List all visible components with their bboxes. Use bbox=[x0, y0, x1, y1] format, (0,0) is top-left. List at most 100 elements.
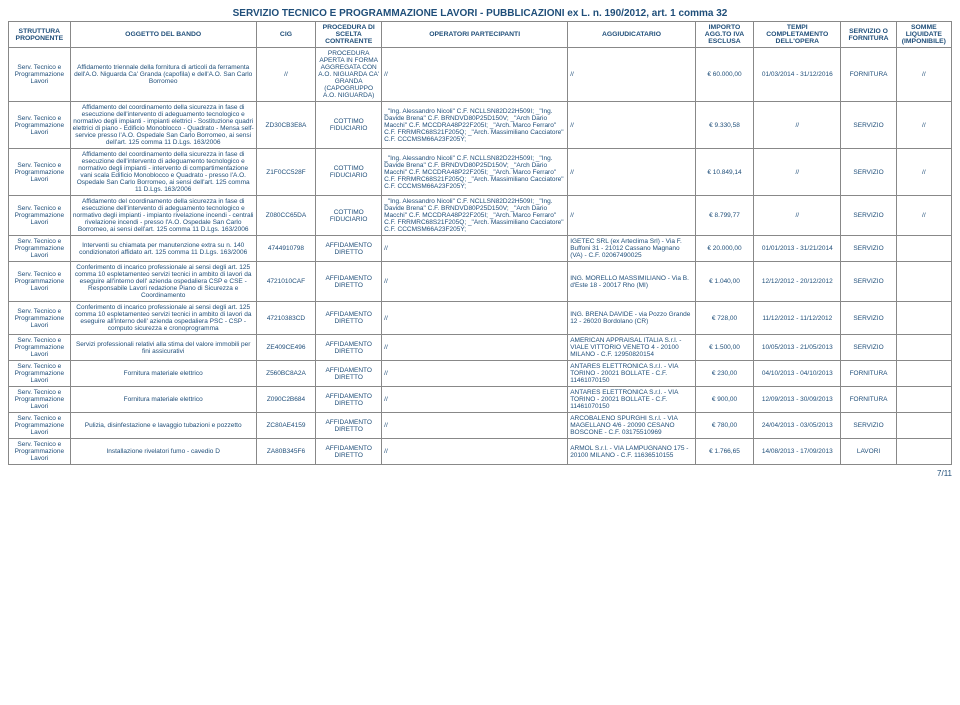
cell-cig: 4744910798 bbox=[256, 236, 316, 262]
cell-somme bbox=[896, 413, 951, 439]
cell-agg: AMERICAN APPRAISAL ITALIA S.r.l. - VIALE… bbox=[568, 335, 696, 361]
cell-agg: // bbox=[568, 102, 696, 149]
cell-proc: COTTIMO FIDUCIARIO bbox=[316, 102, 382, 149]
table-row: Serv. Tecnico e Programmazione LavoriAff… bbox=[9, 149, 952, 196]
cell-tempi: 14/08/2013 - 17/09/2013 bbox=[754, 439, 841, 465]
th-somme: SOMME LIQUIDATE (IMPONIBILE) bbox=[896, 22, 951, 48]
cell-struttura: Serv. Tecnico e Programmazione Lavori bbox=[9, 439, 71, 465]
cell-oggetto: Pulizia, disinfestazione e lavaggio tuba… bbox=[70, 413, 256, 439]
cell-proc: AFFIDAMENTO DIRETTO bbox=[316, 236, 382, 262]
cell-importo: € 728,00 bbox=[695, 302, 753, 335]
cell-servizio: SERVIZIO bbox=[841, 413, 896, 439]
cell-oggetto: Affidamento del coordinamento della sicu… bbox=[70, 196, 256, 236]
cell-somme: // bbox=[896, 149, 951, 196]
th-tempi: TEMPI COMPLETAMENTO DELL'OPERA bbox=[754, 22, 841, 48]
cell-importo: € 8.799,77 bbox=[695, 196, 753, 236]
cell-oggetto: Conferimento di incarico professionale a… bbox=[70, 262, 256, 302]
data-table: STRUTTURA PROPONENTE OGGETTO DEL BANDO C… bbox=[8, 21, 952, 465]
cell-cig: Z560BC8A2A bbox=[256, 361, 316, 387]
th-servizio: SERVIZIO O FORNITURA bbox=[841, 22, 896, 48]
cell-tempi: // bbox=[754, 149, 841, 196]
cell-struttura: Serv. Tecnico e Programmazione Lavori bbox=[9, 48, 71, 102]
cell-somme bbox=[896, 262, 951, 302]
cell-proc: COTTIMO FIDUCIARIO bbox=[316, 196, 382, 236]
cell-tempi: 01/01/2013 - 31/21/2014 bbox=[754, 236, 841, 262]
th-agg: AGGIUDICATARIO bbox=[568, 22, 696, 48]
cell-agg: ARMOL S.r.l. - VIA LAMPUGNANO 175 - 2010… bbox=[568, 439, 696, 465]
cell-oggetto: Conferimento di incarico professionale a… bbox=[70, 302, 256, 335]
cell-cig: Z1F0CC528F bbox=[256, 149, 316, 196]
cell-cig: ZD30CB3E8A bbox=[256, 102, 316, 149]
cell-cig: Z090C2B684 bbox=[256, 387, 316, 413]
cell-somme bbox=[896, 361, 951, 387]
cell-somme bbox=[896, 335, 951, 361]
cell-servizio: LAVORI bbox=[841, 439, 896, 465]
cell-importo: € 60.000,00 bbox=[695, 48, 753, 102]
cell-proc: PROCEDURA APERTA IN FORMA AGGREGATA CON … bbox=[316, 48, 382, 102]
cell-struttura: Serv. Tecnico e Programmazione Lavori bbox=[9, 302, 71, 335]
cell-servizio: SERVIZIO bbox=[841, 236, 896, 262]
cell-tempi: 11/12/2012 - 11/12/2012 bbox=[754, 302, 841, 335]
cell-struttura: Serv. Tecnico e Programmazione Lavori bbox=[9, 236, 71, 262]
cell-oper: // bbox=[382, 361, 568, 387]
cell-tempi: 24/04/2013 - 03/05/2013 bbox=[754, 413, 841, 439]
cell-agg: ING. MORELLO MASSIMILIANO - Via B. d'Est… bbox=[568, 262, 696, 302]
cell-oper: _"Ing. Alessandro Nicoli" C.F. NCLLSN82D… bbox=[382, 196, 568, 236]
cell-servizio: SERVIZIO bbox=[841, 262, 896, 302]
cell-agg: // bbox=[568, 149, 696, 196]
cell-oper: // bbox=[382, 302, 568, 335]
table-row: Serv. Tecnico e Programmazione LavoriInt… bbox=[9, 236, 952, 262]
cell-servizio: SERVIZIO bbox=[841, 335, 896, 361]
cell-servizio: SERVIZIO bbox=[841, 196, 896, 236]
cell-tempi: // bbox=[754, 102, 841, 149]
th-struttura: STRUTTURA PROPONENTE bbox=[9, 22, 71, 48]
header-row: STRUTTURA PROPONENTE OGGETTO DEL BANDO C… bbox=[9, 22, 952, 48]
cell-somme: // bbox=[896, 102, 951, 149]
cell-proc: AFFIDAMENTO DIRETTO bbox=[316, 262, 382, 302]
cell-servizio: SERVIZIO bbox=[841, 102, 896, 149]
table-row: Serv. Tecnico e Programmazione LavoriAff… bbox=[9, 196, 952, 236]
cell-tempi: 12/12/2012 - 20/12/2012 bbox=[754, 262, 841, 302]
cell-importo: € 20.000,00 bbox=[695, 236, 753, 262]
cell-oper: // bbox=[382, 236, 568, 262]
cell-agg: // bbox=[568, 48, 696, 102]
cell-somme bbox=[896, 302, 951, 335]
cell-tempi: // bbox=[754, 196, 841, 236]
cell-proc: AFFIDAMENTO DIRETTO bbox=[316, 302, 382, 335]
table-row: Serv. Tecnico e Programmazione LavoriFor… bbox=[9, 387, 952, 413]
cell-importo: € 10.849,14 bbox=[695, 149, 753, 196]
cell-struttura: Serv. Tecnico e Programmazione Lavori bbox=[9, 387, 71, 413]
cell-cig: 47210383CD bbox=[256, 302, 316, 335]
cell-oggetto: Installazione rivelatori fumo - cavedio … bbox=[70, 439, 256, 465]
table-row: Serv. Tecnico e Programmazione LavoriAff… bbox=[9, 48, 952, 102]
th-importo: IMPORTO AGG.TO IVA ESCLUSA bbox=[695, 22, 753, 48]
cell-oggetto: Servizi professionali relativi alla stim… bbox=[70, 335, 256, 361]
cell-somme: // bbox=[896, 48, 951, 102]
cell-importo: € 9.330,58 bbox=[695, 102, 753, 149]
cell-cig: ZE409CE496 bbox=[256, 335, 316, 361]
cell-importo: € 900,00 bbox=[695, 387, 753, 413]
cell-agg: ING. BRENA DAVIDE - via Pozzo Grande 12 … bbox=[568, 302, 696, 335]
cell-cig: 4721010CAF bbox=[256, 262, 316, 302]
cell-proc: AFFIDAMENTO DIRETTO bbox=[316, 387, 382, 413]
cell-agg: ANTARES ELETTRONICA S.r.l. - VIA TORINO … bbox=[568, 361, 696, 387]
table-row: Serv. Tecnico e Programmazione LavoriAff… bbox=[9, 102, 952, 149]
table-row: Serv. Tecnico e Programmazione LavoriPul… bbox=[9, 413, 952, 439]
cell-agg: IGETEC SRL (ex Arteclima Srl) - Via F. B… bbox=[568, 236, 696, 262]
cell-oggetto: Fornitura materiale elettrico bbox=[70, 387, 256, 413]
cell-proc: AFFIDAMENTO DIRETTO bbox=[316, 361, 382, 387]
cell-tempi: 04/10/2013 - 04/10/2013 bbox=[754, 361, 841, 387]
cell-struttura: Serv. Tecnico e Programmazione Lavori bbox=[9, 413, 71, 439]
cell-struttura: Serv. Tecnico e Programmazione Lavori bbox=[9, 361, 71, 387]
page-title: SERVIZIO TECNICO E PROGRAMMAZIONE LAVORI… bbox=[8, 8, 952, 19]
cell-servizio: FORNITURA bbox=[841, 361, 896, 387]
table-row: Serv. Tecnico e Programmazione LavoriFor… bbox=[9, 361, 952, 387]
cell-oper: _"Ing. Alessandro Nicoli" C.F. NCLLSN82D… bbox=[382, 149, 568, 196]
cell-oper: // bbox=[382, 48, 568, 102]
cell-oper: // bbox=[382, 387, 568, 413]
cell-struttura: Serv. Tecnico e Programmazione Lavori bbox=[9, 196, 71, 236]
cell-agg: ANTARES ELETTRONICA S.r.l. - VIA TORINO … bbox=[568, 387, 696, 413]
cell-tempi: 01/03/2014 - 31/12/2016 bbox=[754, 48, 841, 102]
cell-oggetto: Affidamento triennale della fornitura di… bbox=[70, 48, 256, 102]
cell-proc: AFFIDAMENTO DIRETTO bbox=[316, 439, 382, 465]
